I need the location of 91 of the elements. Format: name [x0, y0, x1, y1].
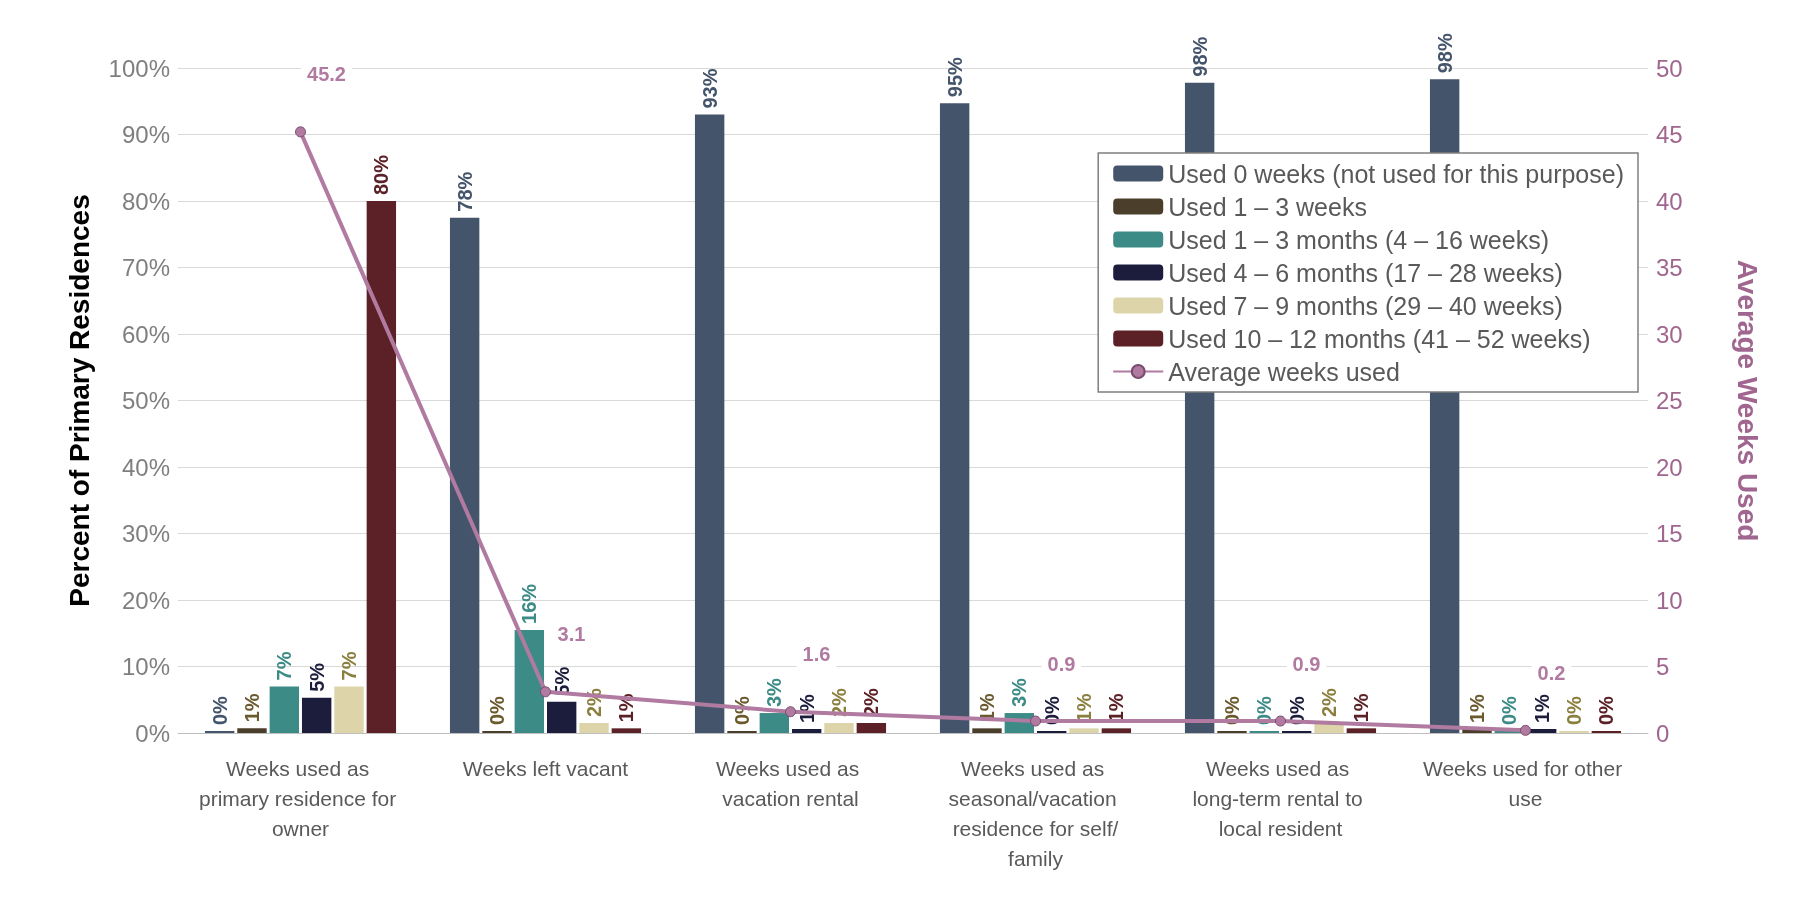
- point: [540, 686, 551, 698]
- data-label: 98%: [1433, 33, 1456, 74]
- legend-label: Used 7 – 9 months (29 – 40 weeks): [1168, 291, 1563, 320]
- y-tick-label: 90%: [121, 121, 170, 148]
- bar: [1101, 728, 1132, 733]
- data-label: 0.2: [1537, 661, 1566, 684]
- bar: [366, 201, 397, 733]
- data-label: 3%: [763, 677, 786, 708]
- point: [1520, 724, 1531, 736]
- x-tick-label: Weeks used as long-term rental to local resident: [1192, 756, 1369, 840]
- y2-tick-label: 10: [1656, 586, 1683, 614]
- y-tick-label: 80%: [121, 187, 170, 215]
- y-tick-label: 20%: [121, 586, 170, 614]
- point: [1275, 715, 1286, 727]
- y2-tick-label: 25: [1656, 387, 1683, 414]
- x-tick-label: Weeks used for other use: [1422, 756, 1629, 810]
- bar: [939, 103, 970, 733]
- y2-tick-label: 0: [1656, 719, 1670, 747]
- data-label: 93%: [698, 68, 721, 109]
- data-label: 98%: [1188, 36, 1211, 77]
- data-label: 1%: [1465, 693, 1488, 724]
- bar: [237, 728, 267, 733]
- y-axis-title: Percent of Primary Residences: [63, 194, 95, 607]
- y-tick-label: 40%: [121, 453, 170, 481]
- data-label: 7%: [273, 651, 296, 681]
- x-tick-label: Weeks used as vacation rental: [715, 756, 866, 810]
- data-label: 1%: [1530, 693, 1553, 724]
- data-label: 0%: [485, 695, 508, 725]
- y2-tick-label: 40: [1656, 187, 1683, 215]
- y2-tick-label: 35: [1656, 254, 1683, 281]
- legend-label: Used 1 – 3 weeks: [1168, 192, 1367, 221]
- y-tick-label: 100%: [108, 54, 170, 82]
- y2-tick-label: 15: [1656, 520, 1683, 547]
- data-label: 1%: [795, 693, 818, 724]
- data-label: 1.6: [802, 643, 831, 666]
- data-label: 5%: [305, 662, 328, 692]
- y-tick-label: 70%: [121, 254, 170, 281]
- data-label: 3.1: [557, 623, 586, 646]
- data-label: 0%: [1595, 695, 1618, 725]
- data-label: 0%: [208, 695, 231, 725]
- bar: [1346, 728, 1377, 733]
- point: [295, 126, 306, 138]
- legend-label: Average weeks used: [1168, 357, 1400, 386]
- y2-tick-label: 20: [1656, 453, 1683, 481]
- data-label: 45.2: [307, 63, 346, 86]
- data-label: 78%: [453, 171, 476, 212]
- bar: [579, 723, 609, 733]
- y-tick-label: 30%: [121, 520, 170, 547]
- bar: [269, 686, 300, 733]
- y2-tick-label: 50: [1656, 54, 1683, 82]
- y-tick-label: 0%: [135, 719, 170, 747]
- bar: [546, 701, 577, 733]
- x-tick-label: Weeks used as primary residence for owner: [198, 756, 403, 840]
- data-label: 80%: [370, 154, 393, 195]
- legend-label: Used 10 – 12 months (41 – 52 weeks): [1168, 324, 1591, 353]
- data-label: 7%: [338, 651, 361, 681]
- data-label: 0.9: [1047, 652, 1076, 675]
- data-label: 0%: [1563, 695, 1586, 725]
- y-tick-label: 10%: [121, 653, 170, 680]
- bar: [972, 728, 1002, 733]
- y-tick-label: 60%: [121, 320, 170, 348]
- y2-tick-label: 45: [1656, 121, 1683, 148]
- bar: [856, 723, 887, 733]
- bar: [791, 729, 822, 733]
- bar: [301, 697, 332, 733]
- point: [785, 706, 796, 718]
- bar: [694, 114, 725, 733]
- bar: [824, 723, 854, 733]
- data-label: 0%: [1498, 695, 1521, 725]
- data-label: 95%: [943, 57, 966, 98]
- bar: [611, 728, 642, 733]
- point: [1030, 715, 1041, 727]
- data-label: 1%: [1350, 693, 1373, 723]
- legend-label: Used 0 weeks (not used for this purpose): [1168, 159, 1625, 188]
- y2-tick-label: 30: [1656, 320, 1683, 348]
- bar: [759, 713, 790, 733]
- data-label: 0.9: [1292, 652, 1321, 675]
- legend-label: Used 4 – 6 months (17 – 28 weeks): [1168, 258, 1563, 287]
- data-label: 3%: [1008, 677, 1031, 708]
- bar: [334, 686, 364, 733]
- y2-tick-label: 5: [1656, 653, 1670, 680]
- x-tick-label: Weeks left vacant: [462, 756, 629, 780]
- legend-label: Used 1 – 3 months (4 – 16 weeks): [1168, 225, 1549, 254]
- bar: [449, 217, 480, 733]
- x-tick-label: Weeks used as seasonal/vacation residence for self/family: [948, 756, 1123, 870]
- data-label: 1%: [240, 693, 263, 723]
- y-tick-label: 50%: [121, 387, 170, 414]
- data-label: 2%: [1318, 687, 1341, 718]
- y2-axis-title: Average Weeks Used: [1731, 259, 1763, 542]
- data-label: 16%: [518, 583, 541, 624]
- bar: [1069, 728, 1099, 733]
